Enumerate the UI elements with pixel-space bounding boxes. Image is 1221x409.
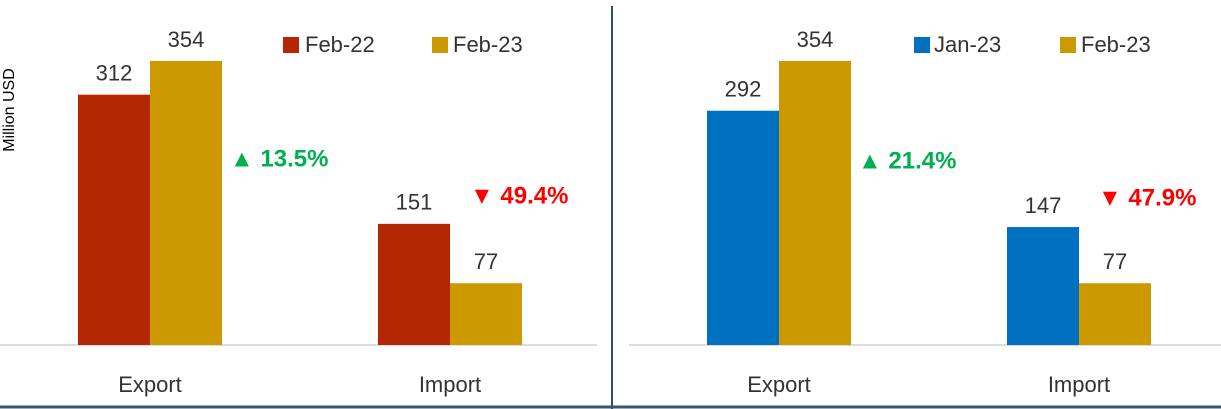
legend-label: Feb-23: [1081, 32, 1151, 57]
x-tick-label: Import: [419, 372, 481, 397]
legend-swatch: [1060, 37, 1076, 53]
bar: [1079, 283, 1151, 345]
bar: [1007, 227, 1079, 345]
y-axis-label: Million USD: [1, 68, 18, 152]
bar: [78, 94, 150, 346]
annotation: ▼ 49.4%: [470, 182, 568, 209]
bar: [150, 60, 222, 345]
value-label: 77: [1103, 249, 1127, 274]
annotation: ▲ 13.5%: [230, 145, 328, 172]
value-label: 354: [168, 27, 205, 52]
x-tick-label: Export: [747, 372, 811, 397]
bar: [779, 60, 851, 345]
legend-label: Feb-22: [305, 32, 375, 57]
legend-swatch: [283, 37, 299, 53]
value-label: 151: [396, 190, 433, 215]
x-tick-label: Export: [118, 372, 182, 397]
legend-swatch: [432, 37, 448, 53]
annotation: ▲ 21.4%: [858, 147, 956, 174]
legend-swatch: [914, 37, 930, 53]
x-tick-label: Import: [1048, 372, 1110, 397]
bar: [450, 283, 522, 345]
annotation: ▼ 47.9%: [1098, 184, 1196, 211]
value-label: 77: [474, 249, 498, 274]
bar: [378, 223, 450, 345]
bar: [707, 110, 779, 345]
legend-label: Jan-23: [934, 32, 1001, 57]
value-label: 147: [1025, 193, 1062, 218]
value-label: 354: [797, 27, 834, 52]
legend-label: Feb-23: [453, 32, 523, 57]
value-label: 292: [725, 77, 762, 102]
value-label: 312: [96, 60, 133, 85]
